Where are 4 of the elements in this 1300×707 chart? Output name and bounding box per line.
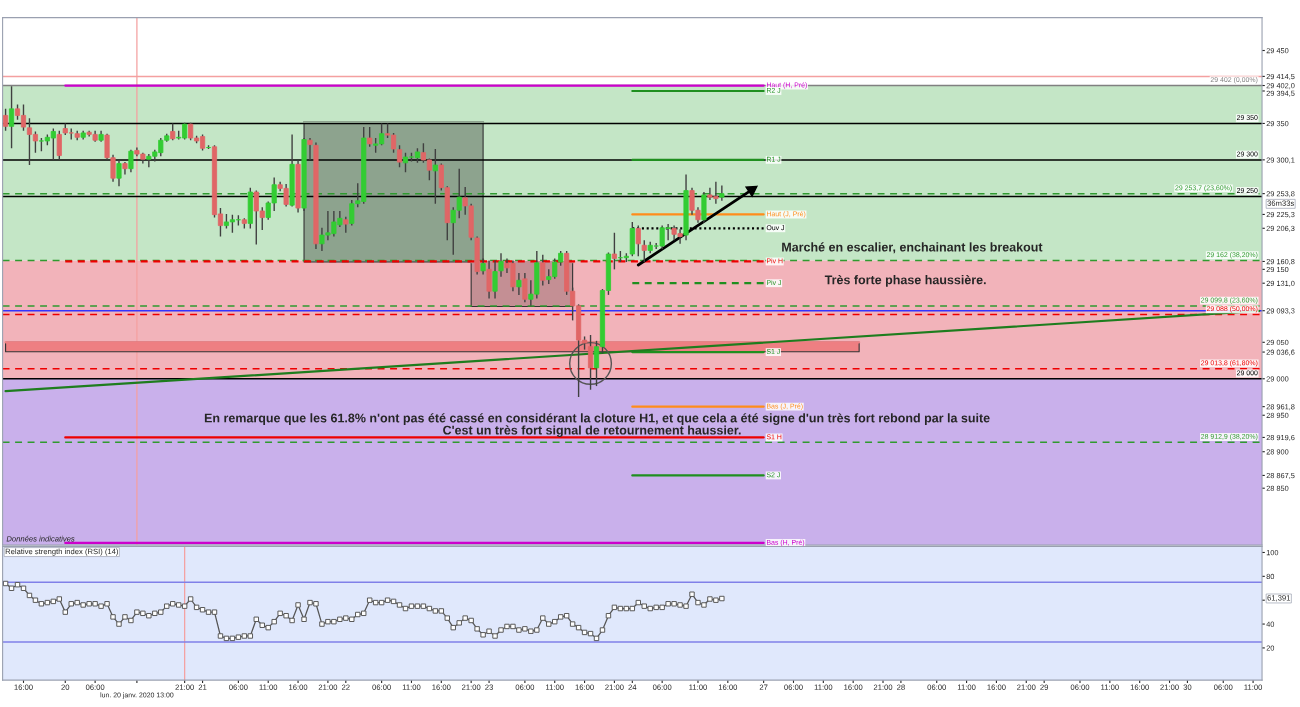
annotation: Marché en escalier, enchainant les breakout bbox=[782, 242, 1043, 254]
annotation: C'est un très fort signal de retournement haussier. bbox=[443, 425, 741, 438]
annotation: En remarque que les 61.8% n'ont pas été cassé en considérant la cloture H1, et que cela a été signe d'un très fort rebond par la suite bbox=[204, 413, 990, 425]
annotation: Très forte phase haussière. bbox=[824, 274, 986, 287]
